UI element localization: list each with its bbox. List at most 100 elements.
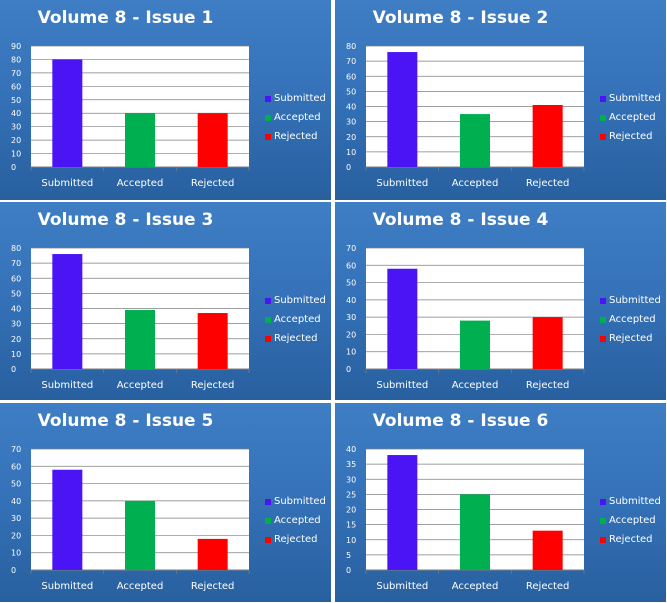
- legend-swatch: [265, 317, 271, 323]
- x-tick-label: Accepted: [117, 380, 164, 391]
- legend-label: Rejected: [274, 131, 318, 142]
- y-tick-label: 25: [346, 490, 356, 499]
- y-tick-label: 0: [346, 163, 351, 172]
- y-tick-label: 90: [11, 42, 21, 51]
- legend-swatch: [265, 298, 271, 304]
- legend-swatch: [600, 298, 606, 304]
- x-tick-label: Accepted: [452, 380, 499, 391]
- bar-rejected: [532, 317, 563, 369]
- y-tick-label: 0: [11, 163, 16, 172]
- chart-svg: 0 10 20 30 40 50 60 70 80 90 Submitted Accepted Reje…: [11, 42, 250, 189]
- chart-panel-issue-1: Volume 8 - Issue 1 0 10 20 30 40 50 60 70 80 90 Su…: [0, 0, 331, 200]
- y-tick-label: 40: [346, 445, 356, 454]
- y-tick-label: 10: [346, 348, 356, 357]
- bar-accepted: [460, 494, 490, 570]
- legend-swatch: [600, 134, 606, 140]
- y-tick-label: 70: [11, 259, 21, 268]
- legend-swatch: [600, 336, 606, 342]
- y-tick-label: 70: [346, 244, 356, 253]
- legend-label: Accepted: [609, 314, 656, 325]
- legend-label: Rejected: [609, 333, 653, 344]
- bar-rejected: [197, 113, 228, 167]
- bar-accepted: [460, 114, 490, 167]
- x-tick-label: Submitted: [376, 380, 428, 391]
- legend-label: Submitted: [609, 295, 661, 306]
- legend-swatch: [600, 499, 606, 505]
- y-tick-label: 0: [11, 365, 16, 374]
- bar-accepted: [125, 500, 155, 570]
- chart-svg: 0 10 20 30 40 50 60 70 Submitted Accepted Rejected: [346, 244, 585, 391]
- chart-title: Volume 8 - Issue 3: [37, 210, 214, 230]
- y-tick-label: 40: [346, 103, 356, 112]
- legend-swatch: [600, 317, 606, 323]
- x-tick-label: Rejected: [526, 581, 570, 592]
- y-tick-label: 15: [346, 521, 356, 530]
- x-tick-label: Accepted: [452, 581, 499, 592]
- x-tick-label: Rejected: [526, 178, 570, 189]
- y-tick-label: 20: [346, 506, 356, 515]
- chart-svg: 0 10 20 30 40 50 60 70 80 Submitted Accepted Reject…: [11, 244, 250, 391]
- y-tick-label: 0: [346, 566, 351, 575]
- legend-label: Accepted: [274, 112, 321, 123]
- y-tick-label: 40: [11, 305, 21, 314]
- y-tick-label: 0: [11, 566, 16, 575]
- y-tick-label: 10: [346, 536, 356, 545]
- legend-label: Rejected: [609, 534, 653, 545]
- chart-svg: 0 10 20 30 40 50 60 70 80 Submitted Accepted Reject…: [346, 42, 585, 189]
- y-tick-label: 10: [11, 549, 21, 558]
- legend-swatch: [265, 96, 271, 102]
- y-tick-label: 70: [11, 445, 21, 454]
- legend-swatch: [600, 115, 606, 121]
- chart-title: Volume 8 - Issue 4: [372, 210, 549, 230]
- legend-swatch: [265, 134, 271, 140]
- x-tick-label: Rejected: [191, 178, 235, 189]
- bar-rejected: [532, 104, 563, 167]
- legend-swatch: [600, 537, 606, 543]
- y-tick-label: 80: [346, 42, 356, 51]
- legend-swatch: [265, 336, 271, 342]
- legend-swatch: [265, 499, 271, 505]
- y-tick-label: 60: [346, 261, 356, 270]
- legend-swatch: [265, 518, 271, 524]
- y-tick-label: 60: [11, 462, 21, 471]
- y-tick-label: 10: [346, 148, 356, 157]
- y-tick-label: 50: [11, 480, 21, 489]
- bar-submitted: [387, 268, 418, 369]
- bar-rejected: [197, 313, 228, 369]
- chart-title: Volume 8 - Issue 1: [37, 8, 214, 28]
- y-tick-label: 35: [346, 460, 356, 469]
- legend-label: Accepted: [609, 112, 656, 123]
- bar-submitted: [52, 469, 83, 570]
- chart-panel-issue-3: Volume 8 - Issue 3 0 10 20 30 40 50 60 70 80 Subm…: [0, 202, 331, 400]
- chart-panel-issue-4: Volume 8 - Issue 4 0 10 20 30 40 50 60 70 Submit…: [335, 202, 666, 400]
- y-tick-label: 50: [11, 289, 21, 298]
- x-tick-label: Rejected: [191, 581, 235, 592]
- x-tick-label: Submitted: [41, 380, 93, 391]
- legend-label: Accepted: [274, 515, 321, 526]
- y-tick-label: 30: [11, 320, 21, 329]
- y-tick-label: 50: [346, 87, 356, 96]
- legend-label: Submitted: [609, 496, 661, 507]
- legend-label: Submitted: [274, 496, 326, 507]
- y-tick-label: 20: [346, 133, 356, 142]
- y-tick-label: 20: [346, 330, 356, 339]
- y-tick-label: 40: [11, 109, 21, 118]
- chart-svg: 0 5 10 15 20 25 30 35 40 Submitted Accepted Rejecte…: [346, 445, 585, 592]
- bar-accepted: [460, 320, 490, 369]
- bar-submitted: [387, 52, 418, 167]
- x-tick-label: Submitted: [376, 581, 428, 592]
- bar-rejected: [532, 530, 563, 570]
- chart-panel-issue-5: Volume 8 - Issue 5 0 10 20 30 40 50 60 70 Submit…: [0, 403, 331, 602]
- y-tick-label: 50: [11, 96, 21, 105]
- chart-panel-issue-6: Volume 8 - Issue 6 0 5 10 15 20 25 30 35 40 Submi…: [335, 403, 666, 602]
- y-tick-label: 60: [11, 274, 21, 283]
- y-tick-label: 10: [11, 350, 21, 359]
- bar-submitted: [52, 59, 83, 167]
- legend-swatch: [265, 115, 271, 121]
- chart-svg: 0 10 20 30 40 50 60 70 Submitted Accepted Rejected: [11, 445, 250, 592]
- x-tick-label: Rejected: [191, 380, 235, 391]
- chart-panel-issue-2: Volume 8 - Issue 2 0 10 20 30 40 50 60 70 80 Subm…: [335, 0, 666, 200]
- legend-swatch: [265, 537, 271, 543]
- legend-label: Submitted: [274, 93, 326, 104]
- y-tick-label: 30: [11, 514, 21, 523]
